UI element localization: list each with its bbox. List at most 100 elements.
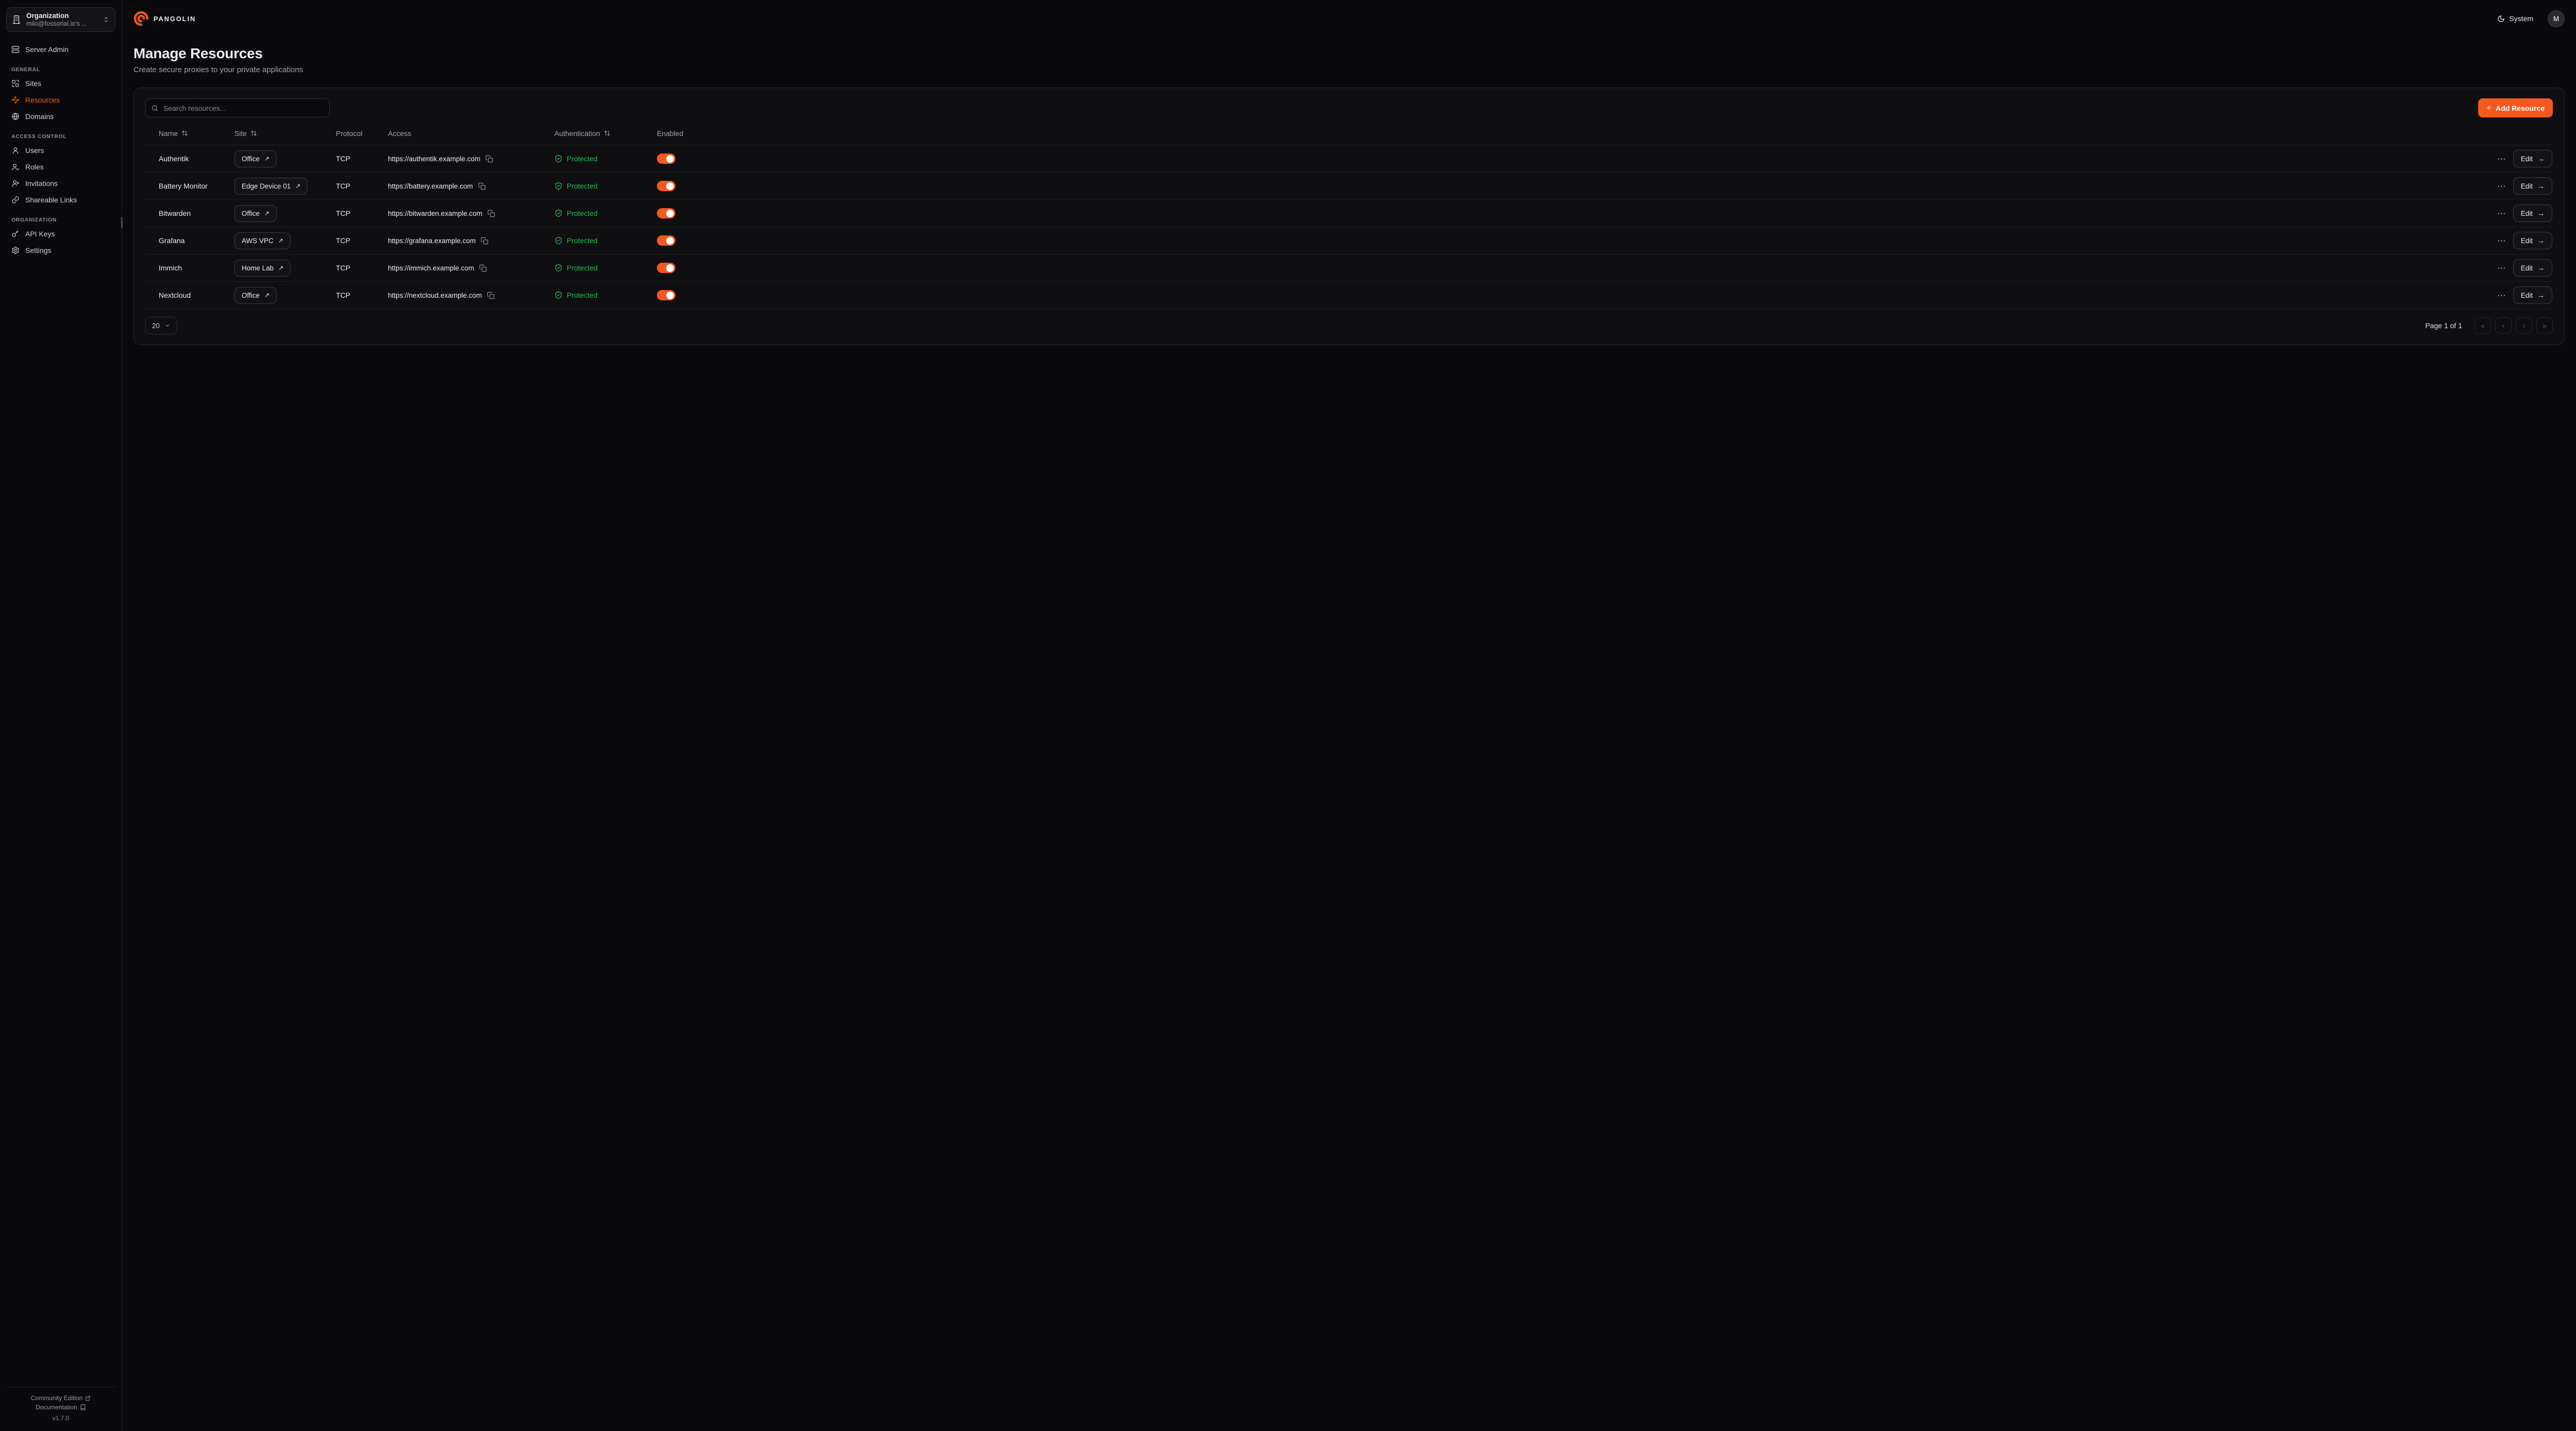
edit-button[interactable]: Edit → <box>2513 205 2552 222</box>
row-menu-button[interactable]: ⋯ <box>2496 262 2507 275</box>
copy-icon <box>478 182 486 190</box>
row-menu-button[interactable]: ⋯ <box>2496 207 2507 220</box>
theme-selector[interactable]: System <box>2494 14 2536 23</box>
prev-page-button[interactable]: ‹ <box>2495 317 2512 334</box>
next-page-button[interactable]: › <box>2516 317 2532 334</box>
sidebar-item-invitations[interactable]: Invitations <box>6 175 115 192</box>
edit-button[interactable]: Edit → <box>2513 150 2552 167</box>
sidebar-item-domains[interactable]: Domains <box>6 108 115 125</box>
section-title-access-control: ACCESS CONTROL <box>11 133 67 140</box>
site-link-button[interactable]: Office ↗ <box>234 205 277 222</box>
resource-protocol: TCP <box>336 291 350 299</box>
sidebar-item-settings[interactable]: Settings <box>6 242 115 259</box>
search-input[interactable] <box>145 98 330 117</box>
edit-label: Edit <box>2520 155 2533 163</box>
card-toolbar: + Add Resource <box>145 98 2553 117</box>
copy-button[interactable] <box>487 292 495 299</box>
sites-icon <box>11 79 20 88</box>
site-link-button[interactable]: Home Lab ↗ <box>234 259 291 277</box>
enabled-toggle[interactable] <box>657 181 675 191</box>
search-box <box>145 98 330 117</box>
book-icon <box>80 1404 86 1410</box>
edit-button[interactable]: Edit → <box>2513 259 2552 277</box>
resource-protocol: TCP <box>336 236 350 245</box>
page-size-select[interactable]: 20 <box>145 317 178 334</box>
sidebar-resize-handle[interactable] <box>121 217 123 228</box>
column-header-protocol: Protocol <box>336 129 363 138</box>
enabled-toggle[interactable] <box>657 154 675 164</box>
row-menu-button[interactable]: ⋯ <box>2496 180 2507 193</box>
copy-button[interactable] <box>479 264 487 272</box>
shield-check-icon <box>554 209 563 217</box>
external-link-icon: ↗ <box>295 182 301 190</box>
enabled-toggle[interactable] <box>657 290 675 300</box>
search-icon <box>151 104 159 112</box>
first-page-button[interactable]: « <box>2475 317 2491 334</box>
avatar[interactable]: M <box>2548 10 2565 27</box>
site-name: Home Lab <box>242 264 274 272</box>
page-size-value: 20 <box>152 321 160 330</box>
sidebar-item-shareable-links[interactable]: Shareable Links <box>6 192 115 208</box>
copy-icon <box>487 210 495 217</box>
org-label: Organization <box>26 12 69 20</box>
site-link-button[interactable]: AWS VPC ↗ <box>234 232 291 249</box>
documentation-link[interactable]: Documentation <box>36 1404 86 1411</box>
last-page-button[interactable]: » <box>2536 317 2553 334</box>
row-menu-button[interactable]: ⋯ <box>2496 152 2507 165</box>
sidebar-item-resources[interactable]: Resources <box>6 92 115 108</box>
column-header-authentication[interactable]: Authentication <box>554 129 657 138</box>
table-header-row: Name Site Protocol Access <box>145 122 2553 145</box>
auth-status: Protected <box>567 236 598 245</box>
community-edition-link[interactable]: Community Edition <box>31 1394 91 1402</box>
theme-label: System <box>2509 14 2533 23</box>
site-link-button[interactable]: Office ↗ <box>234 286 277 304</box>
column-header-site[interactable]: Site <box>234 129 336 138</box>
resource-access-url: https://immich.example.com <box>388 264 474 272</box>
arrow-right-icon: → <box>2537 182 2545 190</box>
add-resource-button[interactable]: + Add Resource <box>2478 98 2553 117</box>
sidebar-item-sites[interactable]: Sites <box>6 75 115 92</box>
org-selector[interactable]: Organization milo@fossorial.io's ... <box>6 7 115 32</box>
resource-access-url: https://authentik.example.com <box>388 155 481 163</box>
copy-button[interactable] <box>481 237 488 245</box>
sidebar-item-users[interactable]: Users <box>6 142 115 159</box>
site-link-button[interactable]: Edge Device 01 ↗ <box>234 177 308 195</box>
sidebar-item-label: Users <box>25 146 44 155</box>
site-link-button[interactable]: Office ↗ <box>234 150 277 167</box>
copy-button[interactable] <box>478 182 486 190</box>
shield-check-icon <box>554 291 563 299</box>
column-header-name[interactable]: Name <box>159 129 234 138</box>
resource-name: Nextcloud <box>159 291 191 299</box>
section-title-organization: ORGANIZATION <box>11 217 57 223</box>
edit-button[interactable]: Edit → <box>2513 286 2552 304</box>
section-title-general: GENERAL <box>11 66 40 73</box>
external-link-icon <box>85 1395 91 1401</box>
enabled-toggle[interactable] <box>657 208 675 218</box>
sidebar-item-api-keys[interactable]: API Keys <box>6 226 115 242</box>
edit-button[interactable]: Edit → <box>2513 232 2552 249</box>
sidebar-item-server-admin[interactable]: Server Admin <box>6 41 115 58</box>
page-title: Manage Resources <box>133 45 263 61</box>
resource-rows: Authentik Office ↗ TCP https://authentik… <box>145 145 2553 309</box>
community-edition-label: Community Edition <box>30 1394 83 1402</box>
arrow-right-icon: → <box>2537 155 2545 163</box>
copy-button[interactable] <box>485 155 493 163</box>
copy-button[interactable] <box>487 210 495 217</box>
resources-icon <box>11 96 20 104</box>
arrow-right-icon: → <box>2537 291 2545 299</box>
sidebar-item-roles[interactable]: Roles <box>6 159 115 175</box>
external-link-icon: ↗ <box>278 264 284 271</box>
sidebar-item-label: Domains <box>25 112 54 121</box>
row-menu-button[interactable]: ⋯ <box>2496 289 2507 302</box>
edit-button[interactable]: Edit → <box>2513 177 2552 195</box>
sort-icon <box>181 130 188 137</box>
chevrons-up-down-icon <box>103 16 110 23</box>
edit-label: Edit <box>2520 209 2533 217</box>
resource-name: Battery Monitor <box>159 182 208 190</box>
add-resource-label: Add Resource <box>2496 104 2545 112</box>
sidebar-item-label: Sites <box>25 79 42 88</box>
enabled-toggle[interactable] <box>657 263 675 273</box>
shield-check-icon <box>554 155 563 163</box>
row-menu-button[interactable]: ⋯ <box>2496 234 2507 247</box>
enabled-toggle[interactable] <box>657 235 675 246</box>
